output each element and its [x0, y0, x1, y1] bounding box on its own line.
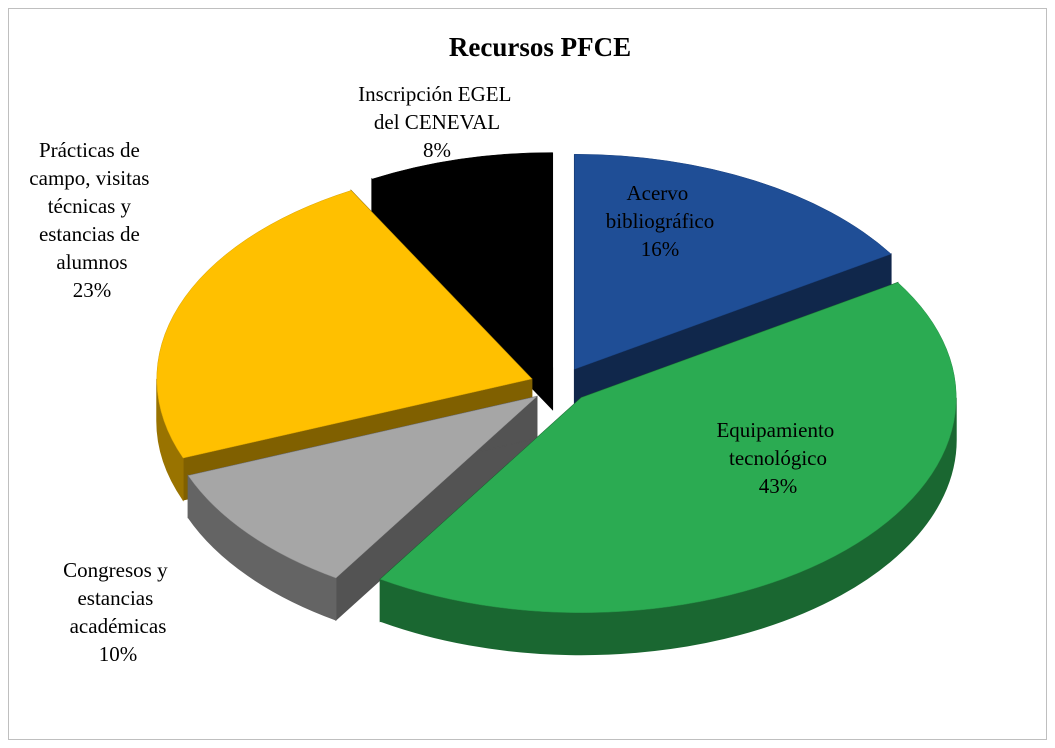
label-line: Inscripción EGEL	[358, 82, 516, 106]
slice	[371, 152, 553, 369]
label-line: Prácticas de	[39, 138, 145, 162]
slice	[187, 396, 538, 579]
chart-title: Recursos PFCE	[449, 32, 631, 62]
label-line: técnicas y	[48, 194, 137, 218]
label-line: estancias de	[39, 222, 145, 246]
data-label: Prácticas de campo, visitas técnicas y e…	[29, 138, 154, 274]
value-label: 43%	[759, 474, 798, 498]
label-line: académicas	[70, 614, 167, 638]
label-line: Equipamiento	[716, 418, 839, 442]
data-label: Equipamiento tecnológico	[716, 418, 839, 470]
label-line: campo, visitas	[29, 166, 154, 190]
value-label: 10%	[99, 642, 138, 666]
label-line: bibliográfico	[606, 209, 714, 233]
label-line: tecnológico	[729, 446, 827, 470]
value-label: 23%	[73, 278, 112, 302]
value-label: 8%	[423, 138, 451, 162]
slice	[156, 190, 533, 459]
slice	[574, 153, 892, 370]
label-line: alumnos	[56, 250, 127, 274]
pie	[156, 152, 957, 656]
label-line: del CENEVAL	[374, 110, 500, 134]
label-line: estancias	[77, 586, 158, 610]
data-label: Congresos y estancias académicas	[63, 558, 173, 638]
value-label: 16%	[641, 237, 680, 261]
label-line: Congresos y	[63, 558, 173, 582]
data-label: Inscripción EGEL del CENEVAL	[358, 82, 516, 134]
slice	[379, 282, 957, 613]
label-line: Acervo	[626, 181, 693, 205]
data-label: Acervo bibliográfico	[606, 181, 714, 233]
